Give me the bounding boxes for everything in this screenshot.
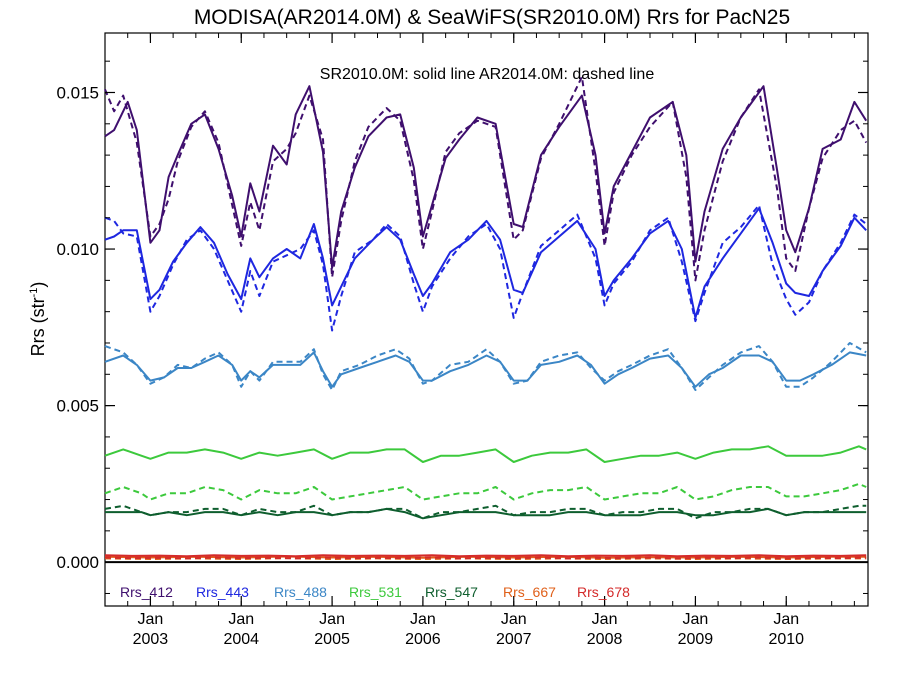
y-tick-label: 0.005 bbox=[56, 397, 99, 416]
x-axis-ticks: Jan 2003 Jan 2004 Jan 2005 Jan 2006 Jan 2007 Jan 20… bbox=[127, 33, 855, 648]
series-line-rrs-488-dashed bbox=[104, 342, 867, 391]
x-tick-month-label: Jan bbox=[501, 611, 527, 628]
x-tick-month-label: Jan bbox=[592, 611, 618, 628]
legend-item-rrs-531: Rrs_531 bbox=[349, 584, 402, 600]
series-line-rrs-488-solid bbox=[104, 351, 867, 388]
x-tick-year-label: 2008 bbox=[587, 631, 623, 648]
series-line-rrs-547-solid bbox=[105, 507, 867, 520]
y-axis-label-exponent: -1 bbox=[28, 288, 40, 298]
x-tick-month-label: Jan bbox=[683, 611, 709, 628]
series-line-rrs-547-dashed bbox=[104, 504, 867, 520]
series-line-rrs-412-dashed bbox=[104, 75, 868, 282]
y-tick-label: 0.010 bbox=[56, 240, 99, 259]
x-tick-year-label: 2010 bbox=[768, 631, 804, 648]
series-line-rrs-531-solid bbox=[104, 445, 867, 463]
y-tick-label: 0.000 bbox=[56, 553, 99, 572]
series-layer bbox=[104, 75, 868, 560]
x-tick-year-label: 2009 bbox=[678, 631, 714, 648]
y-axis-label: Rrs (str-1) bbox=[28, 282, 48, 357]
line-style-annotation: SR2010.0M: solid line AR2014.0M: dashed … bbox=[320, 66, 655, 83]
series-line-rrs-443-dashed bbox=[104, 204, 867, 332]
x-tick-month-label: Jan bbox=[228, 611, 254, 628]
y-axis-label-tail: ) bbox=[28, 282, 48, 288]
y-tick-label: 0.015 bbox=[56, 83, 99, 102]
x-tick-month-label: Jan bbox=[410, 611, 436, 628]
legend-item-rrs-412: Rrs_412 bbox=[120, 584, 173, 600]
y-axis-ticks: 0.000 0.005 0.010 0.015 bbox=[56, 60, 868, 594]
plot-frame bbox=[104, 32, 869, 607]
x-tick-month-label: Jan bbox=[319, 611, 345, 628]
series-line-rrs-531-dashed bbox=[104, 482, 867, 501]
legend: Rrs_412 Rrs_443 Rrs_488 Rrs_531 Rrs_547 Rrs_6… bbox=[120, 584, 630, 600]
series-line-rrs-443-solid bbox=[104, 207, 867, 319]
chart-title: MODISA(AR2014.0M) & SeaWiFS(SR2010.0M) R… bbox=[194, 6, 790, 29]
x-tick-month-label: Jan bbox=[138, 611, 164, 628]
legend-item-rrs-488: Rrs_488 bbox=[274, 584, 327, 600]
x-tick-year-label: 2005 bbox=[314, 631, 350, 648]
x-tick-year-label: 2004 bbox=[223, 631, 259, 648]
legend-item-rrs-667: Rrs_667 bbox=[503, 584, 556, 600]
x-tick-year-label: 2007 bbox=[496, 631, 532, 648]
legend-item-rrs-547: Rrs_547 bbox=[425, 584, 478, 600]
x-tick-year-label: 2006 bbox=[405, 631, 441, 648]
x-tick-month-label: Jan bbox=[773, 611, 799, 628]
legend-item-rrs-678: Rrs_678 bbox=[577, 584, 630, 600]
series-line-rrs-678-solid bbox=[104, 554, 867, 558]
y-axis-label-main: Rrs (str bbox=[28, 297, 48, 356]
series-line-rrs-412-solid bbox=[104, 85, 868, 269]
legend-item-rrs-443: Rrs_443 bbox=[196, 584, 249, 600]
series-line-rrs-678-dashed bbox=[104, 556, 867, 560]
x-tick-year-label: 2003 bbox=[133, 631, 169, 648]
